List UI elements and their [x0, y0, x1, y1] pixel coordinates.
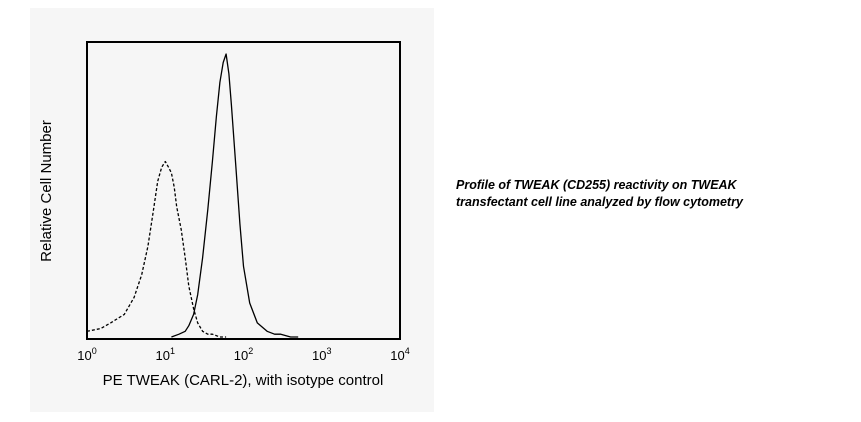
- histogram-series-2-solid: [171, 53, 299, 338]
- x-tick-label: 104: [390, 346, 409, 363]
- caption-line-1: Profile of TWEAK (CD255) reactivity on T…: [456, 178, 737, 192]
- x-tick-base: 10: [156, 348, 170, 363]
- x-tick-label: 101: [156, 346, 175, 363]
- figure-caption: Profile of TWEAK (CD255) reactivity on T…: [456, 177, 816, 211]
- y-axis-label: Relative Cell Number: [38, 120, 55, 262]
- x-tick-label: 100: [77, 346, 96, 363]
- x-tick-base: 10: [390, 348, 404, 363]
- x-tick-exponent: 1: [170, 346, 175, 356]
- x-tick-base: 10: [312, 348, 326, 363]
- histogram-chart: 100 101 102 103 104 Relative Cell Number PE …: [38, 41, 410, 389]
- x-tick-label: 102: [234, 346, 253, 363]
- x-axis-label: PE TWEAK (CARL-2), with isotype control: [103, 372, 384, 389]
- x-tick-exponent: 2: [248, 346, 253, 356]
- x-tick-exponent: 4: [405, 346, 410, 356]
- x-tick-label: 103: [312, 346, 331, 363]
- x-tick-base: 10: [234, 348, 248, 363]
- x-tick-exponent: 3: [327, 346, 332, 356]
- histogram-series-1-dashed: [86, 160, 227, 338]
- figure-panel: 100 101 102 103 104 Relative Cell Number PE …: [30, 8, 434, 412]
- x-tick-exponent: 0: [92, 346, 97, 356]
- caption-line-2: transfectant cell line analyzed by flow …: [456, 195, 743, 209]
- x-tick-base: 10: [77, 348, 91, 363]
- plot-frame: [86, 41, 401, 340]
